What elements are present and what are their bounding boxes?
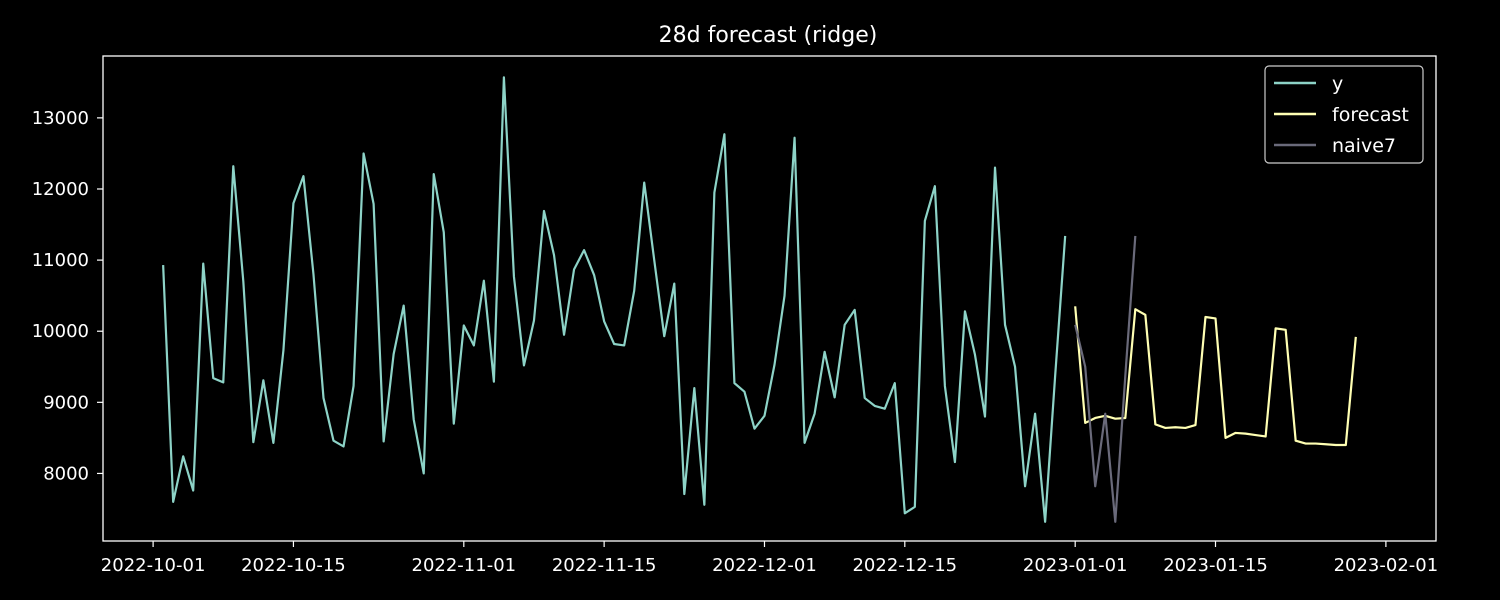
x-tick-label: 2022-10-01 [101,555,206,576]
y-tick-label: 13000 [32,108,89,129]
series-line-y [162,76,1067,523]
x-tick-label: 2022-11-15 [552,555,657,576]
plot-area [162,76,1357,523]
series-line-naive7 [1074,235,1137,523]
legend-label-y: y [1332,73,1343,95]
x-tick-label: 2023-01-01 [1023,555,1128,576]
y-tick-label: 12000 [32,179,89,200]
x-tick-label: 2023-02-01 [1334,555,1439,576]
legend-label-naive7: naive7 [1332,135,1396,157]
y-tick-label: 10000 [32,321,89,342]
legend-label-forecast: forecast [1332,104,1409,126]
x-axis: 2022-10-01 2022-10-15 2022-11-01 2022-11-15… [101,541,1438,576]
x-tick-label: 2022-12-15 [852,555,957,576]
plot-frame [102,55,1437,542]
y-tick-label: 9000 [43,392,89,413]
y-axis: 8000 9000 10000 11000 12000 13000 [32,108,103,484]
legend: y forecast naive7 [1264,65,1424,164]
x-tick-label: 2022-12-01 [712,555,817,576]
x-tick-label: 2022-10-15 [241,555,346,576]
x-tick-label: 2022-11-01 [412,555,517,576]
series-line-forecast [1074,306,1357,447]
y-tick-label: 11000 [32,250,89,271]
legend-box [1264,65,1424,164]
x-tick-label: 2023-01-15 [1163,555,1268,576]
y-tick-label: 8000 [43,463,89,484]
chart-title: 28d forecast (ridge) [659,23,878,48]
